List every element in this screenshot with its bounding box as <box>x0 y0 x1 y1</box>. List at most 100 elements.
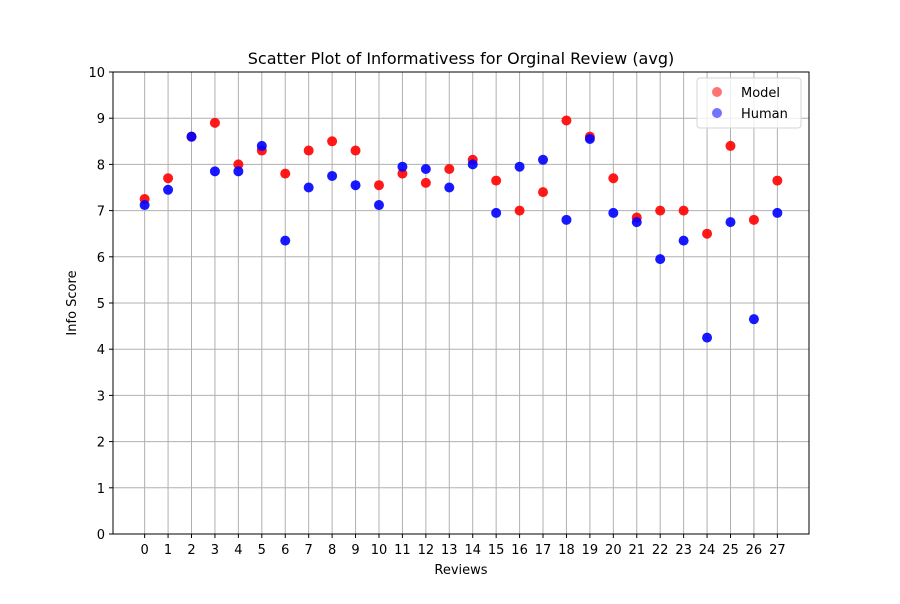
model-point <box>373 180 384 191</box>
x-axis-label: Reviews <box>434 563 487 578</box>
model-point <box>397 168 408 179</box>
x-tick-label: 16 <box>511 543 528 558</box>
model-point <box>748 214 759 225</box>
x-tick-label: 4 <box>234 543 242 558</box>
human-point <box>397 161 408 172</box>
x-tick-label: 18 <box>558 543 575 558</box>
y-tick-label: 9 <box>97 112 105 127</box>
x-tick-label: 24 <box>699 543 716 558</box>
x-tick-label: 2 <box>187 543 195 558</box>
x-tick-label: 26 <box>746 543 763 558</box>
model-point <box>608 173 619 184</box>
x-tick-label: 15 <box>488 543 505 558</box>
human-point <box>561 214 572 225</box>
model-point <box>725 140 736 151</box>
axis-ticks: 0 1 2 3 4 5 6 7 8 9 10 11 12 13 14 15 16 17 18 19 20 21 22 23 24… <box>88 66 785 558</box>
model-point <box>327 136 338 147</box>
human-point <box>350 180 361 191</box>
model-point <box>491 175 502 186</box>
x-tick-label: 9 <box>351 543 359 558</box>
x-tick-label: 20 <box>605 543 622 558</box>
chart-title: Scatter Plot of Informativess for Orgina… <box>248 49 674 68</box>
x-tick-label: 0 <box>140 543 148 558</box>
human-point <box>514 161 525 172</box>
legend-label-human: Human <box>741 107 788 122</box>
x-tick-label: 8 <box>328 543 336 558</box>
human-point <box>327 170 338 181</box>
x-tick-label: 25 <box>722 543 739 558</box>
human-point <box>772 207 783 218</box>
legend-marker-model <box>712 87 722 97</box>
model-point <box>209 117 220 128</box>
legend-label-model: Model <box>741 86 780 101</box>
model-point <box>163 173 174 184</box>
y-tick-label: 3 <box>97 389 105 404</box>
human-point <box>678 235 689 246</box>
human-point <box>444 182 455 193</box>
model-point <box>350 145 361 156</box>
legend-marker-human <box>712 108 722 118</box>
x-tick-label: 17 <box>535 543 552 558</box>
human-point <box>280 235 291 246</box>
human-point <box>702 332 713 343</box>
plot-frame <box>112 71 810 535</box>
human-point <box>608 207 619 218</box>
y-tick-label: 10 <box>88 66 105 81</box>
human-point <box>163 184 174 195</box>
x-tick-label: 13 <box>441 543 458 558</box>
x-tick-label: 21 <box>628 543 645 558</box>
human-point <box>233 166 244 177</box>
x-tick-label: 6 <box>281 543 289 558</box>
model-point <box>678 205 689 216</box>
x-tick-label: 3 <box>211 543 219 558</box>
human-point <box>373 200 384 211</box>
model-point <box>514 205 525 216</box>
y-tick-label: 0 <box>97 528 105 543</box>
human-point <box>256 140 267 151</box>
human-point <box>584 133 595 144</box>
model-point <box>444 164 455 175</box>
model-point <box>655 205 666 216</box>
human-point <box>209 166 220 177</box>
model-point <box>280 168 291 179</box>
human-point <box>538 154 549 165</box>
human-point <box>491 207 502 218</box>
x-tick-label: 11 <box>394 543 411 558</box>
y-tick-label: 2 <box>97 436 105 451</box>
model-point <box>702 228 713 239</box>
x-tick-label: 12 <box>418 543 435 558</box>
x-tick-label: 7 <box>305 543 313 558</box>
x-tick-label: 27 <box>769 543 786 558</box>
model-point <box>303 145 314 156</box>
y-tick-label: 4 <box>97 343 105 358</box>
human-point <box>186 131 197 142</box>
legend-box <box>696 77 802 129</box>
model-point <box>233 159 244 170</box>
y-axis-label: Info Score <box>65 270 80 335</box>
x-tick-label: 1 <box>164 543 172 558</box>
grid <box>113 71 809 535</box>
y-tick-label: 7 <box>97 205 105 220</box>
human-point <box>420 164 431 175</box>
x-tick-label: 22 <box>652 543 669 558</box>
y-tick-label: 8 <box>97 158 105 173</box>
data-points <box>139 115 783 343</box>
legend: Model Human <box>696 77 802 129</box>
human-point <box>725 217 736 228</box>
model-point <box>561 115 572 126</box>
human-point <box>748 314 759 325</box>
x-tick-label: 10 <box>371 543 388 558</box>
x-tick-label: 14 <box>464 543 481 558</box>
human-point <box>303 182 314 193</box>
x-tick-label: 19 <box>582 543 599 558</box>
human-point <box>467 159 478 170</box>
y-tick-label: 1 <box>97 482 105 497</box>
human-point <box>631 217 642 228</box>
model-point <box>538 187 549 198</box>
human-point <box>139 200 150 211</box>
y-tick-label: 5 <box>97 297 105 312</box>
human-point <box>655 254 666 265</box>
model-point <box>772 175 783 186</box>
